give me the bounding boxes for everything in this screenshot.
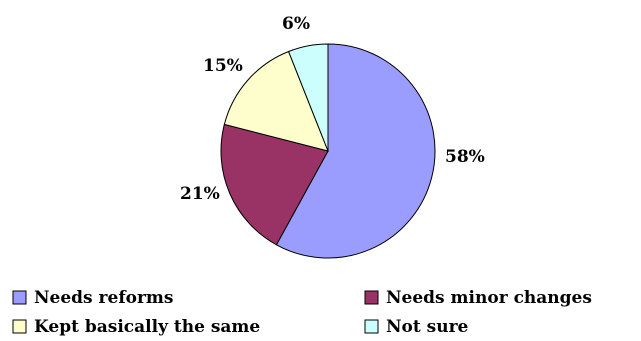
legend-swatch-kept-basically-the-same [12,319,27,334]
legend-swatch-needs-reforms [12,290,27,305]
data-label-not-sure: 6% [282,14,310,34]
legend-item-kept-basically-the-same: Kept basically the same [12,317,260,337]
pie-slices [220,43,436,259]
data-label-kept-basically-the-same: 15% [203,56,243,76]
pie-data-labels: 58% 21% 15% 6% [180,14,485,204]
legend-label-not-sure: Not sure [386,317,469,337]
legend-item-needs-reforms: Needs reforms [12,288,174,308]
pie-slice-not-sure [287,43,329,152]
pie-slice-needs-minor-changes [220,123,329,246]
pie-slice-needs-reforms [275,43,436,259]
legend-swatch-not-sure [364,319,379,334]
legend-item-needs-minor-changes: Needs minor changes [364,288,592,308]
legend: Needs reforms Needs minor changes Kept b… [12,288,592,337]
legend-label-needs-reforms: Needs reforms [34,288,174,308]
legend-item-not-sure: Not sure [364,317,469,337]
pie-slice-kept-basically-the-same [223,50,329,152]
legend-swatch-needs-minor-changes [364,290,379,305]
legend-label-needs-minor-changes: Needs minor changes [386,288,592,308]
data-label-needs-minor-changes: 21% [180,184,220,204]
data-label-needs-reforms: 58% [445,147,485,167]
legend-label-kept-basically-the-same: Kept basically the same [34,317,260,337]
